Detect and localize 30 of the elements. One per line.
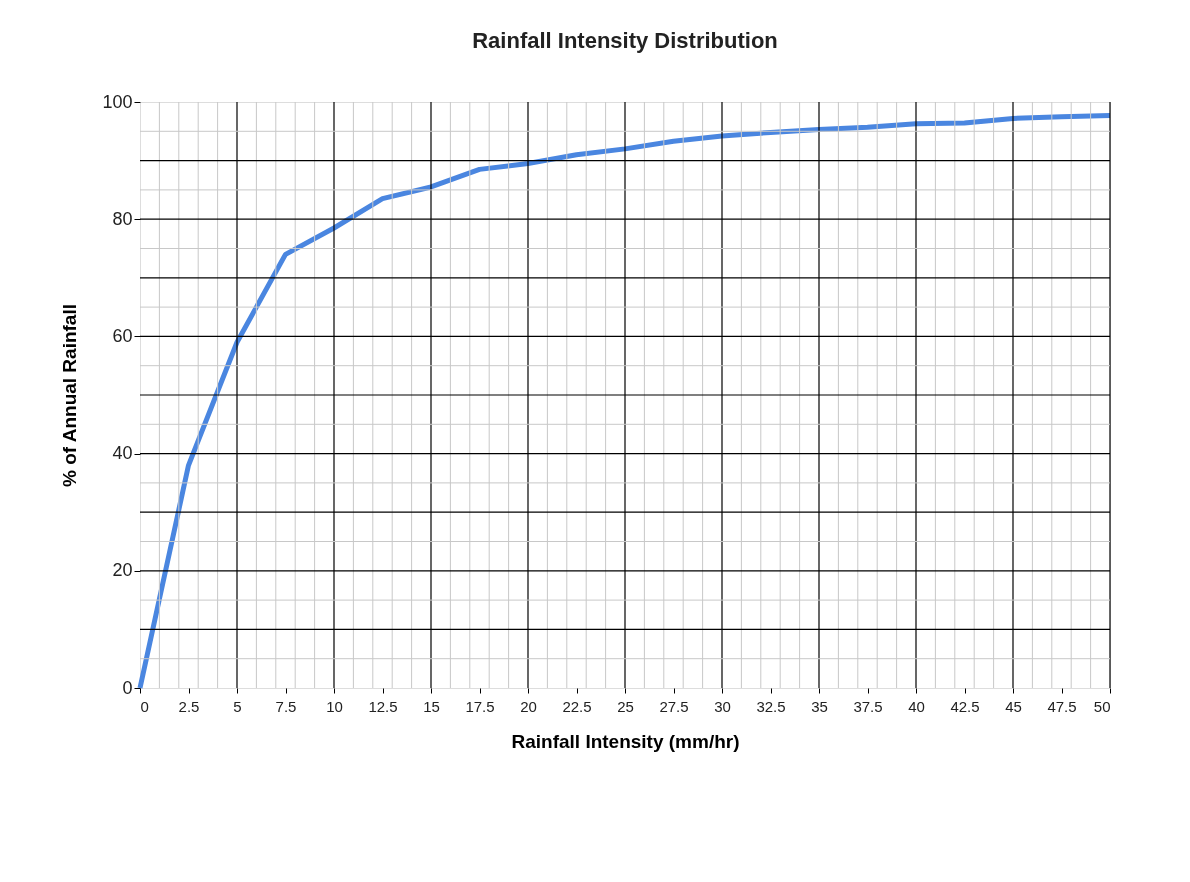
x-tick-label: 25 bbox=[617, 697, 634, 715]
y-tick-label: 80 bbox=[112, 208, 133, 229]
y-tick-label: 40 bbox=[112, 443, 133, 464]
x-tick-label: 30 bbox=[714, 697, 731, 715]
x-tick-label: 10 bbox=[326, 697, 343, 715]
x-axis-title: Rainfall Intensity (mm/hr) bbox=[511, 730, 740, 752]
x-tick-label: 0 bbox=[140, 697, 149, 715]
y-tick-label: 0 bbox=[122, 677, 133, 698]
x-tick-label: 22.5 bbox=[562, 697, 592, 715]
chart-title: Rainfall Intensity Distribution bbox=[472, 28, 778, 53]
x-tick-label: 17.5 bbox=[465, 697, 495, 715]
x-tick-label: 7.5 bbox=[275, 697, 297, 715]
x-tick-label: 27.5 bbox=[659, 697, 689, 715]
x-tick-label: 40 bbox=[908, 697, 925, 715]
x-tick-label: 45 bbox=[1005, 697, 1022, 715]
y-axis-title: % of Annual Rainfall bbox=[59, 304, 81, 487]
x-tick-label: 37.5 bbox=[853, 697, 883, 715]
x-tick-label: 32.5 bbox=[756, 697, 786, 715]
x-tick-label: 5 bbox=[233, 697, 242, 715]
x-tick-label: 42.5 bbox=[950, 697, 980, 715]
y-tick-label: 60 bbox=[112, 325, 133, 346]
x-tick-label: 2.5 bbox=[178, 697, 200, 715]
y-tick-label: 100 bbox=[102, 91, 133, 112]
x-tick-label: 20 bbox=[520, 697, 537, 715]
x-tick-label: 50 bbox=[1093, 697, 1111, 715]
x-tick-label: 12.5 bbox=[368, 697, 398, 715]
x-tick-label: 15 bbox=[423, 697, 440, 715]
x-tick-label: 47.5 bbox=[1047, 697, 1077, 715]
x-tick-label: 35 bbox=[811, 697, 828, 715]
y-tick-label: 20 bbox=[112, 560, 133, 581]
